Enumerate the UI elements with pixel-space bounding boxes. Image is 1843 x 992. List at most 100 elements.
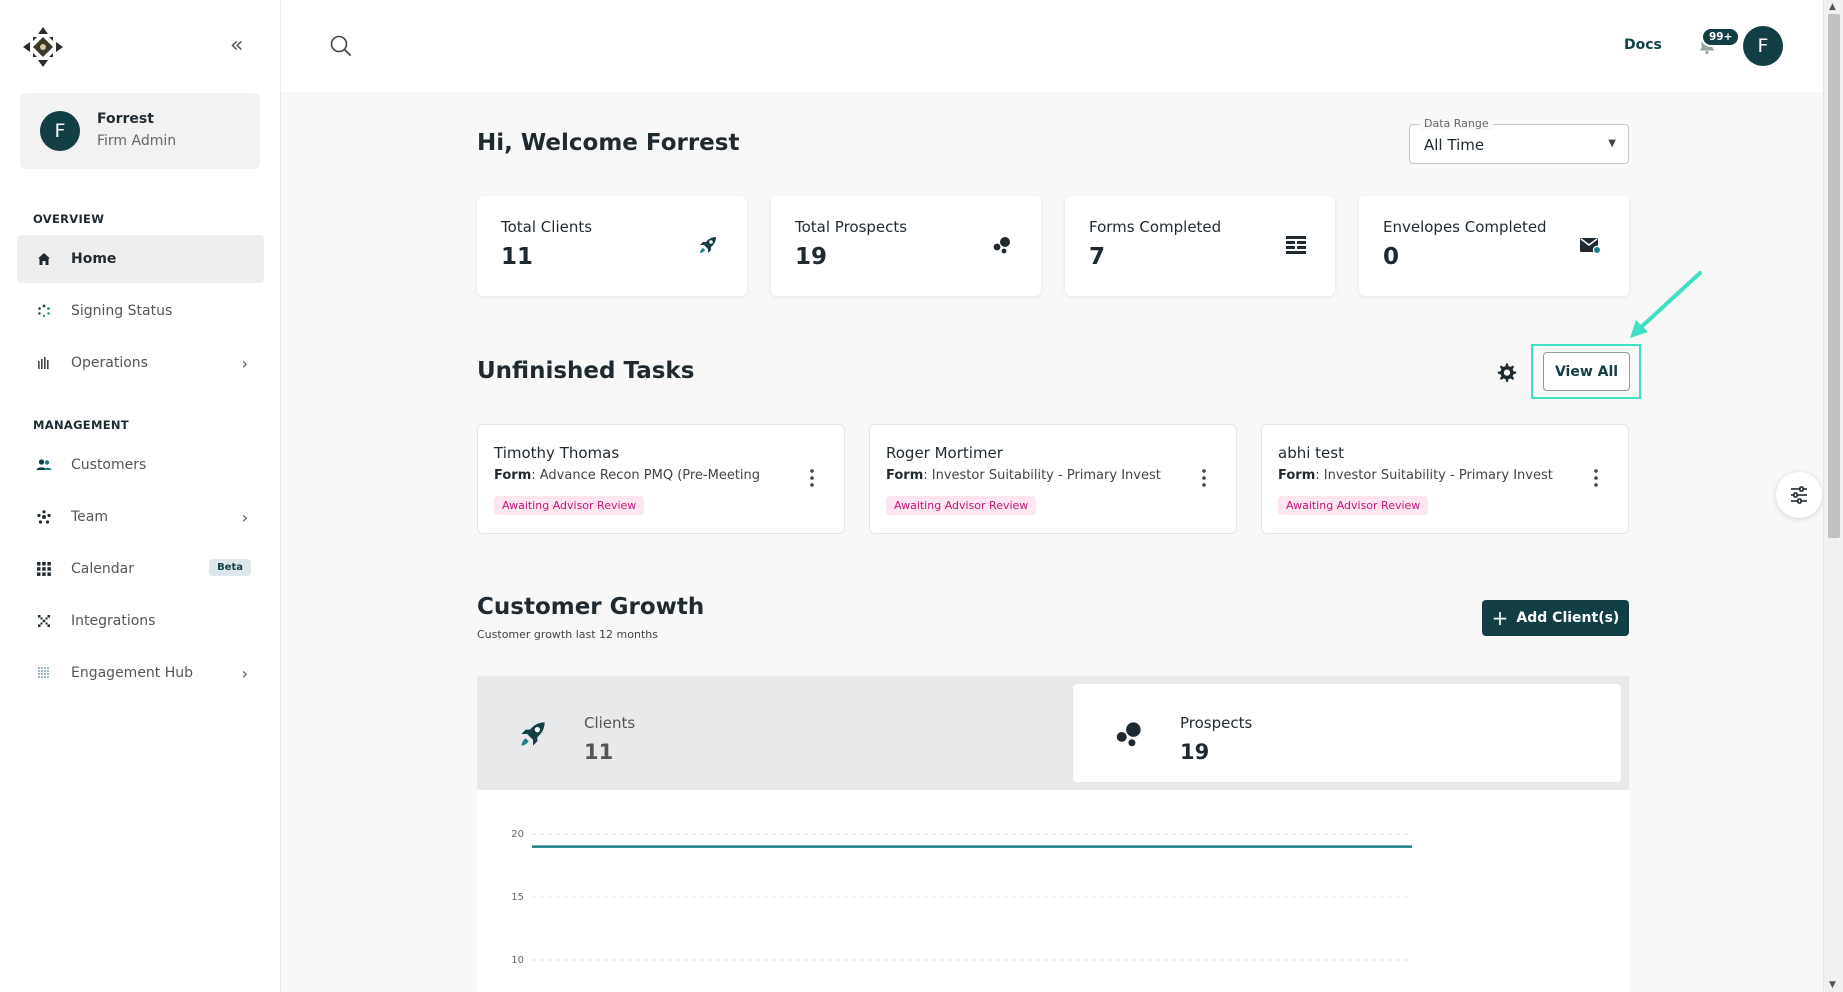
stat-title: Total Prospects [795,218,908,236]
user-name: Forrest [97,111,154,127]
tab-label: Prospects [1180,714,1253,732]
user-avatar-button[interactable]: F [1743,26,1783,66]
prospects-icon [993,237,1010,254]
sidebar: « F Forrest Firm Admin OVERVIEW Home Sig… [0,0,281,992]
task-form-name: : Advance Recon PMQ (Pre-Meeting [531,468,761,483]
management-section-label: MANAGEMENT [33,418,129,432]
sidebar-item-label: Integrations [71,613,156,629]
sidebar-item-customers[interactable]: Customers [17,441,264,489]
rocket-icon [700,237,716,253]
sidebar-item-operations[interactable]: Operations › [17,339,264,387]
search-icon[interactable] [329,34,353,58]
stat-title: Envelopes Completed [1383,218,1547,236]
stat-value: 7 [1089,244,1106,270]
sidebar-item-label: Operations [71,355,148,371]
stat-title: Total Clients [501,218,593,236]
task-form-label: Form [886,468,924,483]
sidebar-item-engagement-hub[interactable]: Engagement Hub › [17,649,264,697]
add-clients-label: Add Client(s) [1516,610,1620,626]
date-range-value: All Time [1424,136,1485,154]
integrations-icon [34,611,54,631]
more-options-icon[interactable] [810,469,814,487]
sidebar-item-label: Customers [71,457,147,473]
chevron-right-icon: › [241,664,248,683]
plus-icon: + [1491,606,1509,630]
stat-card-forms-completed: Forms Completed 7 [1065,196,1335,296]
user-card[interactable]: F Forrest Firm Admin [20,93,260,169]
add-clients-button[interactable]: + Add Client(s) [1482,600,1629,636]
sidebar-item-label: Home [71,251,117,267]
stat-card-envelopes-completed: Envelopes Completed 0 [1359,196,1629,296]
user-role: Firm Admin [97,133,177,149]
task-form-label: Form [494,468,532,483]
sidebar-item-home[interactable]: Home [17,235,264,283]
more-options-icon[interactable] [1202,469,1206,487]
operations-icon [34,353,54,373]
growth-tabs: Clients 11 Prospects 19 [477,676,1629,790]
filter-settings-button[interactable] [1776,472,1822,518]
beta-badge: Beta [209,559,251,576]
sidebar-item-label: Engagement Hub [71,665,194,681]
overview-section-label: OVERVIEW [33,212,105,226]
chevron-right-icon: › [241,508,248,527]
sidebar-item-team[interactable]: Team › [17,493,264,541]
stat-title: Forms Completed [1089,218,1222,236]
chevron-right-icon: › [241,354,248,373]
annotation-arrow-icon [1630,271,1702,338]
stat-card-total-clients: Total Clients 11 [477,196,747,296]
engagement-hub-icon [34,663,54,683]
task-card[interactable]: Roger Mortimer Form: Investor Suitabilit… [869,424,1237,534]
task-card[interactable]: Timothy Thomas Form: Advance Recon PMQ (… [477,424,845,534]
status-badge: Awaiting Advisor Review [494,496,645,515]
customer-growth-panel: Clients 11 Prospects 19 20 15 10 [477,676,1629,992]
stat-value: 0 [1383,244,1400,270]
view-all-highlight [1531,344,1641,399]
customers-icon [34,455,54,475]
logo-icon [23,27,63,67]
tab-clients[interactable]: Clients 11 [477,684,1057,782]
date-range-select[interactable]: Data Range All Time ▼ [1409,117,1629,164]
task-form-name: : Investor Suitability - Primary Invest [923,468,1161,483]
envelope-icon [1580,238,1601,255]
home-icon [34,249,54,269]
task-card[interactable]: abhi test Form: Investor Suitability - P… [1261,424,1629,534]
customer-growth-subtitle: Customer growth last 12 months [477,628,658,641]
stat-value: 11 [501,244,534,270]
view-all-button[interactable]: View All [1543,352,1630,391]
scroll-down-icon[interactable]: ▼ [1829,980,1836,990]
y-tick-label: 20 [511,829,524,840]
gear-icon[interactable] [1496,362,1518,384]
status-badge: Awaiting Advisor Review [886,496,1037,515]
signing-status-icon [34,301,54,321]
sidebar-item-label: Team [71,509,109,525]
task-client-name: Timothy Thomas [494,444,620,462]
tab-value: 11 [584,740,614,764]
caret-down-icon: ▼ [1608,138,1616,149]
sidebar-item-signing-status[interactable]: Signing Status [17,287,264,335]
y-tick-label: 10 [511,955,524,966]
collapse-sidebar-icon[interactable]: « [230,33,244,58]
unfinished-tasks-title: Unfinished Tasks [477,358,695,384]
avatar: F [40,111,80,151]
sidebar-item-integrations[interactable]: Integrations [17,597,264,645]
sidebar-item-label: Calendar [71,561,134,577]
more-options-icon[interactable] [1594,469,1598,487]
calendar-icon [34,559,54,579]
date-range-label: Data Range [1420,117,1493,130]
team-icon [34,507,54,527]
tab-prospects[interactable]: Prospects 19 [1073,684,1621,782]
scrollbar-thumb[interactable] [1828,14,1840,538]
sidebar-item-calendar[interactable]: Calendar Beta [17,545,264,593]
forms-icon [1286,236,1306,254]
scrollbar[interactable]: ▲ ▼ [1823,0,1843,992]
page-title: Hi, Welcome Forrest [477,130,740,156]
task-form: Form: Advance Recon PMQ (Pre-Meeting [494,468,794,483]
prospects-icon [1116,722,1141,747]
stat-card-total-prospects: Total Prospects 19 [771,196,1041,296]
customer-growth-chart: 20 15 10 [511,829,1412,966]
docs-link[interactable]: Docs [1624,37,1662,53]
task-form: Form: Investor Suitability - Primary Inv… [1278,468,1578,483]
rocket-icon [521,722,545,746]
customer-growth-title: Customer Growth [477,594,705,620]
scroll-up-icon[interactable]: ▲ [1829,2,1836,12]
